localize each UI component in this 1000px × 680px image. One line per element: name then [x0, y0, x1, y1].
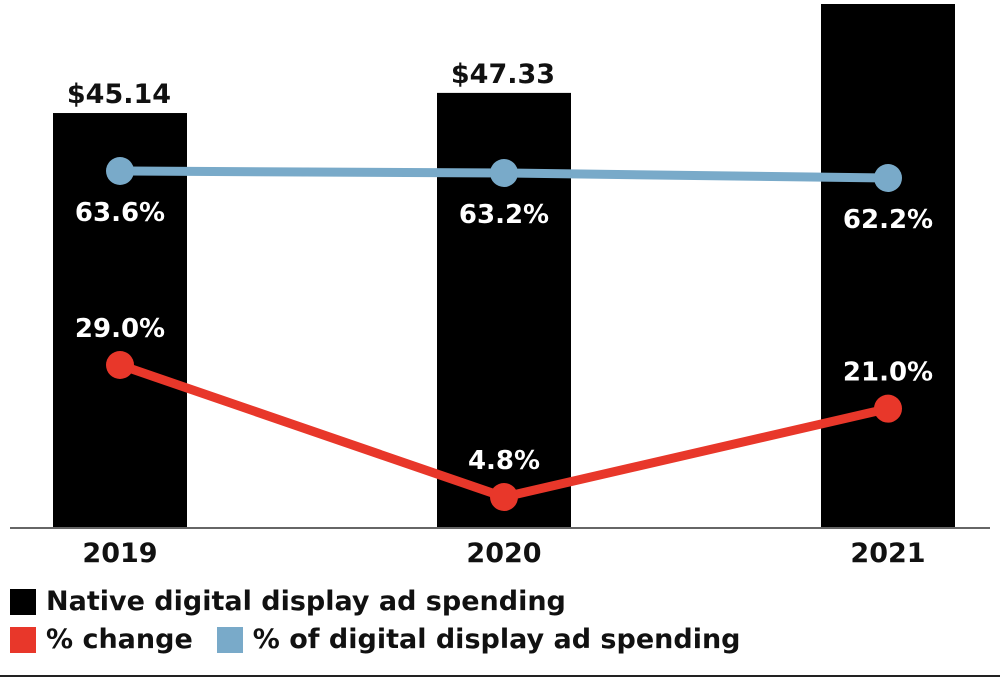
legend-row-2: % change % of digital display ad spendin… [10, 624, 765, 655]
x-tick-label-2019: 2019 [82, 538, 157, 569]
labels-layer: $45.14 $47.33 63.6% 63.2% 62.2% 29.0% 4.8% 21.0… [67, 59, 933, 476]
legend-item-change: % change [10, 624, 193, 655]
legend-item-spending: Native digital display ad spending [10, 586, 566, 617]
bottom-rule [0, 675, 1000, 677]
change-label-2020: 4.8% [468, 446, 540, 476]
legend-label-share: % of digital display ad spending [252, 624, 741, 655]
legend-swatch-change [10, 626, 36, 653]
bar-2021 [821, 4, 955, 528]
legend-row-1: Native digital display ad spending [10, 586, 590, 617]
legend-label-change: % change [46, 624, 193, 655]
change-point-2020 [490, 483, 518, 511]
x-tick-label-2020: 2020 [466, 538, 541, 569]
bar-value-label-2019: $45.14 [67, 79, 171, 110]
change-point-2021 [874, 394, 902, 423]
legend-item-share: % of digital display ad spending [216, 624, 741, 655]
share-point-2020 [490, 159, 518, 187]
share-label-2021: 62.2% [843, 205, 933, 235]
x-tick-label-2021: 2021 [850, 538, 925, 569]
legend-swatch-spending [10, 588, 36, 615]
change-point-2019 [106, 351, 134, 379]
lines-layer [106, 157, 902, 511]
share-label-2019: 63.6% [75, 198, 165, 228]
share-point-2019 [106, 157, 134, 185]
share-label-2020: 63.2% [459, 200, 549, 230]
share-point-2021 [874, 164, 902, 192]
change-label-2021: 21.0% [843, 358, 933, 388]
legend-swatch-share [216, 626, 243, 653]
ticks-layer: 2019 2020 2021 [82, 538, 925, 569]
change-label-2019: 29.0% [75, 314, 165, 344]
bar-value-label-2020: $47.33 [451, 59, 555, 90]
legend-label-spending: Native digital display ad spending [46, 586, 566, 617]
